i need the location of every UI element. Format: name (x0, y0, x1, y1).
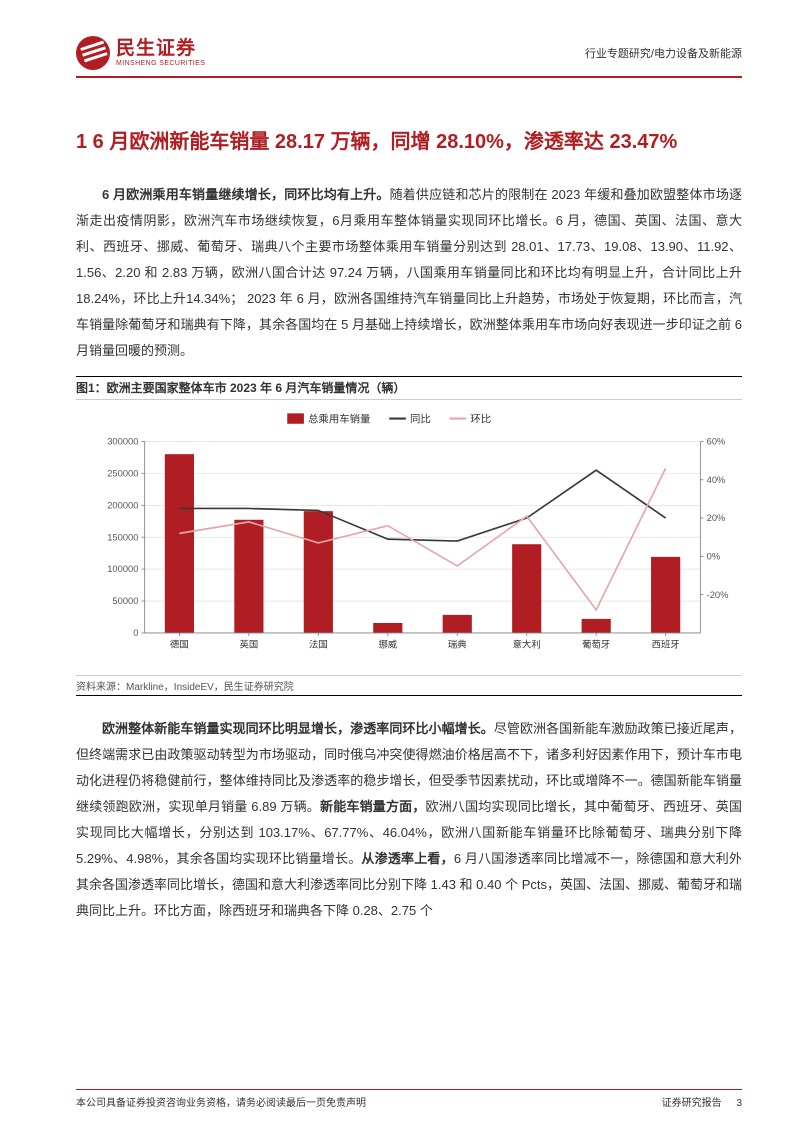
svg-text:同比: 同比 (410, 413, 431, 426)
svg-text:200000: 200000 (107, 500, 138, 510)
svg-text:300000: 300000 (107, 437, 138, 447)
svg-text:150000: 150000 (107, 532, 138, 542)
chart-svg: 总乘用车销量 同比 环比 0 50000 100000 150000 200000 250000… (76, 404, 742, 675)
logo-name-zh: 民生证券 (116, 39, 205, 58)
svg-text:法国: 法国 (309, 639, 328, 650)
para2-lead-2: 新能车销量方面， (320, 799, 426, 814)
footer-doc-type: 证券研究报告 (662, 1098, 722, 1109)
header-category: 行业专题研究/电力设备及新能源 (585, 45, 742, 61)
svg-text:0: 0 (133, 628, 138, 638)
section-title: 1 6 月欧洲新能车销量 28.17 万辆，同增 28.10%，渗透率达 23.… (76, 122, 742, 162)
svg-text:0%: 0% (707, 551, 721, 561)
svg-text:英国: 英国 (240, 639, 259, 650)
svg-text:葡萄牙: 葡萄牙 (582, 639, 610, 650)
svg-text:西班牙: 西班牙 (652, 639, 680, 650)
brand-logo: 民生证券 MINSHENG SECURITIES (76, 36, 205, 70)
svg-text:60%: 60% (707, 437, 726, 447)
para2-lead-3: 从渗透率上看， (361, 851, 453, 866)
logo-icon (76, 36, 110, 70)
page-number: 3 (736, 1098, 742, 1109)
page-header: 民生证券 MINSHENG SECURITIES 行业专题研究/电力设备及新能源 (76, 36, 742, 78)
chart-title: 图1：欧洲主要国家整体车市 2023 年 6 月汽车销量情况（辆） (76, 376, 742, 400)
svg-text:环比: 环比 (470, 413, 491, 426)
svg-text:20%: 20% (707, 513, 726, 523)
svg-text:100000: 100000 (107, 564, 138, 574)
para2-lead-1: 欧洲整体新能车销量实现同环比明显增长，渗透率同环比小幅增长。 (102, 721, 494, 736)
para1-body: 随着供应链和芯片的限制在 2023 年缓和叠加欧盟整体市场逐渐走出疫情阴影，欧洲… (76, 187, 742, 358)
svg-text:意大利: 意大利 (513, 639, 541, 650)
paragraph-1: 6 月欧洲乘用车销量继续增长，同环比均有上升。随着供应链和芯片的限制在 2023… (76, 182, 742, 364)
chart-figure-1: 总乘用车销量 同比 环比 0 50000 100000 150000 200000 250000… (76, 404, 742, 675)
svg-text:250000: 250000 (107, 468, 138, 478)
para1-lead: 6 月欧洲乘用车销量继续增长，同环比均有上升。 (102, 187, 390, 202)
svg-text:-20%: -20% (707, 590, 729, 600)
svg-text:瑞典: 瑞典 (448, 639, 467, 650)
paragraph-2: 欧洲整体新能车销量实现同环比明显增长，渗透率同环比小幅增长。尽管欧洲各国新能车激… (76, 716, 742, 924)
svg-text:总乘用车销量: 总乘用车销量 (308, 413, 370, 426)
svg-text:50000: 50000 (112, 596, 138, 606)
svg-text:挪威: 挪威 (378, 639, 397, 650)
chart-source: 资料来源：Markline，InsideEV，民生证券研究院 (76, 675, 742, 696)
svg-text:40%: 40% (707, 475, 726, 485)
logo-name-en: MINSHENG SECURITIES (116, 60, 205, 67)
page-footer: 本公司具备证券投资咨询业务资格，请务必阅读最后一页免责声明 证券研究报告 3 (0, 1089, 802, 1109)
footer-disclaimer: 本公司具备证券投资咨询业务资格，请务必阅读最后一页免责声明 (76, 1094, 366, 1109)
svg-text:德国: 德国 (170, 639, 189, 650)
